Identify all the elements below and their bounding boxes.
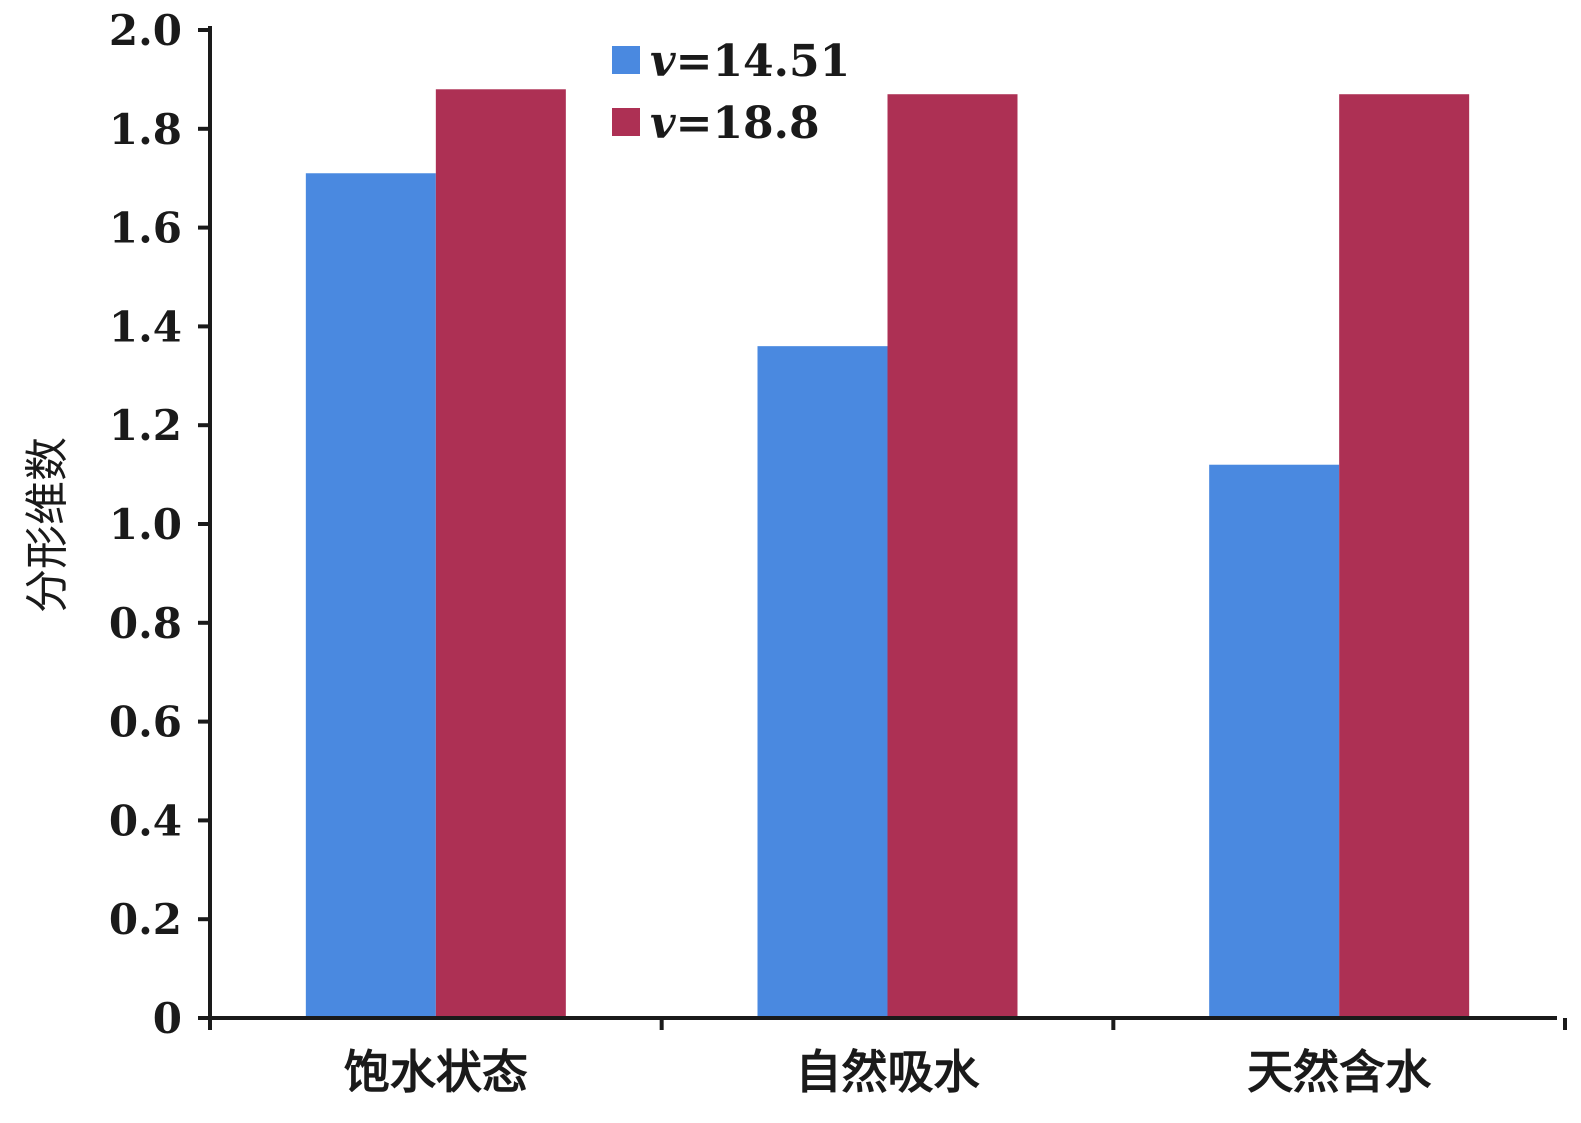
y-tick-label: 1.2 bbox=[109, 401, 182, 450]
y-tick-label: 1.6 bbox=[109, 204, 182, 253]
y-tick-label: 0.4 bbox=[109, 796, 182, 845]
y-tick-label: 1.4 bbox=[109, 302, 182, 351]
bar-1-1 bbox=[305, 173, 436, 1018]
bar-2-2 bbox=[887, 94, 1018, 1019]
legend-value: =14.51 bbox=[676, 36, 851, 87]
y-tick-label: 0.6 bbox=[109, 698, 182, 747]
x-ticks-group: 饱水状态 自然吸水 天然含水 bbox=[344, 1045, 1432, 1099]
y-ticks-group: 0 0.2 0.4 0.6 0.8 1.0 1.2 1.4 1.6 1.8 2.0 bbox=[109, 6, 182, 1043]
y-tick-label: 0 bbox=[153, 994, 182, 1043]
y-axis-label: 分形维数 bbox=[22, 437, 73, 613]
legend-value: =18.8 bbox=[676, 98, 820, 149]
y-tick-label: 1.0 bbox=[109, 500, 182, 549]
y-tick-label: 0.2 bbox=[109, 895, 182, 944]
legend-label: v=14.51 bbox=[650, 36, 850, 87]
legend-swatch bbox=[612, 46, 640, 74]
x-tick-label: 自然吸水 bbox=[796, 1045, 981, 1099]
y-tick-label: 0.8 bbox=[109, 599, 182, 648]
legend-swatch bbox=[612, 108, 640, 136]
x-tick-label: 饱水状态 bbox=[344, 1045, 528, 1099]
y-tick-label: 2.0 bbox=[109, 6, 182, 55]
legend-variable: v bbox=[650, 98, 676, 149]
bars-group bbox=[305, 89, 1470, 1019]
bar-1-3 bbox=[1209, 464, 1340, 1019]
legend-variable: v bbox=[650, 36, 676, 87]
legend: v=14.51v=18.8 bbox=[612, 36, 850, 149]
x-tick-label: 天然含水 bbox=[1247, 1045, 1432, 1099]
y-tick-label: 1.8 bbox=[109, 105, 182, 154]
bar-1-2 bbox=[757, 346, 888, 1018]
axes-group bbox=[198, 26, 1567, 1030]
bar-2-3 bbox=[1339, 94, 1470, 1019]
bar-2-1 bbox=[435, 89, 566, 1018]
legend-label: v=18.8 bbox=[650, 98, 820, 149]
